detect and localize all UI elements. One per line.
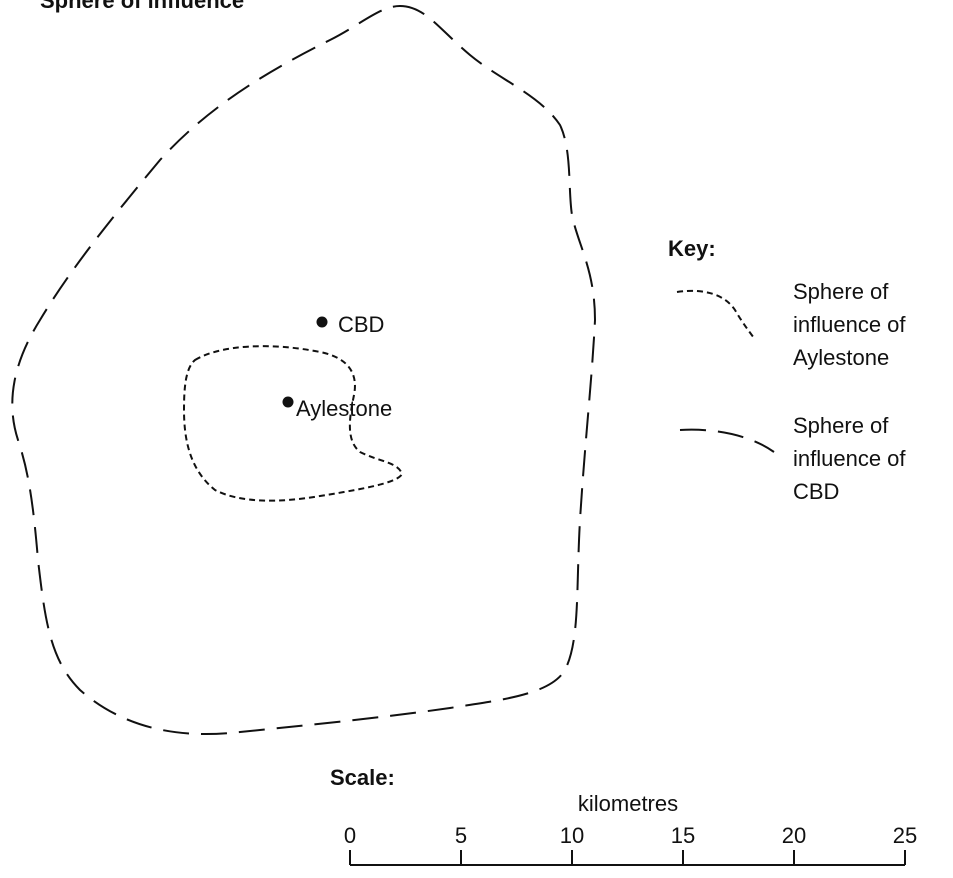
key-symbol-cbd xyxy=(679,428,775,453)
key-title: Key: xyxy=(668,236,716,261)
scale-tick-label: 0 xyxy=(344,823,356,848)
place-label: CBD xyxy=(338,312,384,337)
scale-bar: 0 5 10 15 20 25 xyxy=(344,823,917,866)
key-symbol-aylestone xyxy=(676,289,755,339)
scale-tick-label: 5 xyxy=(455,823,467,848)
scale-tick-label: 20 xyxy=(782,823,806,848)
key-label: CBD xyxy=(793,479,839,504)
scale-unit: kilometres xyxy=(578,791,678,816)
key-label: Aylestone xyxy=(793,345,889,370)
key-label: influence of xyxy=(793,312,906,337)
cbd-sphere xyxy=(11,4,597,736)
key-label: Sphere of xyxy=(793,279,889,304)
key-label: influence of xyxy=(793,446,906,471)
scale-tick-label: 15 xyxy=(671,823,695,848)
scale-tick-label: 25 xyxy=(893,823,917,848)
cbd-point xyxy=(316,316,328,328)
scale-title: Scale: xyxy=(330,765,395,790)
map-title: Sphere of influence xyxy=(40,0,244,13)
key-label: Sphere of xyxy=(793,413,889,438)
aylestone-point xyxy=(282,396,294,408)
place-label: Aylestone xyxy=(296,396,392,421)
scale-tick-label: 10 xyxy=(560,823,584,848)
key-text: Sphere of influence of Aylestone Sphere of i… xyxy=(793,279,906,504)
aylestone-sphere xyxy=(182,345,404,502)
